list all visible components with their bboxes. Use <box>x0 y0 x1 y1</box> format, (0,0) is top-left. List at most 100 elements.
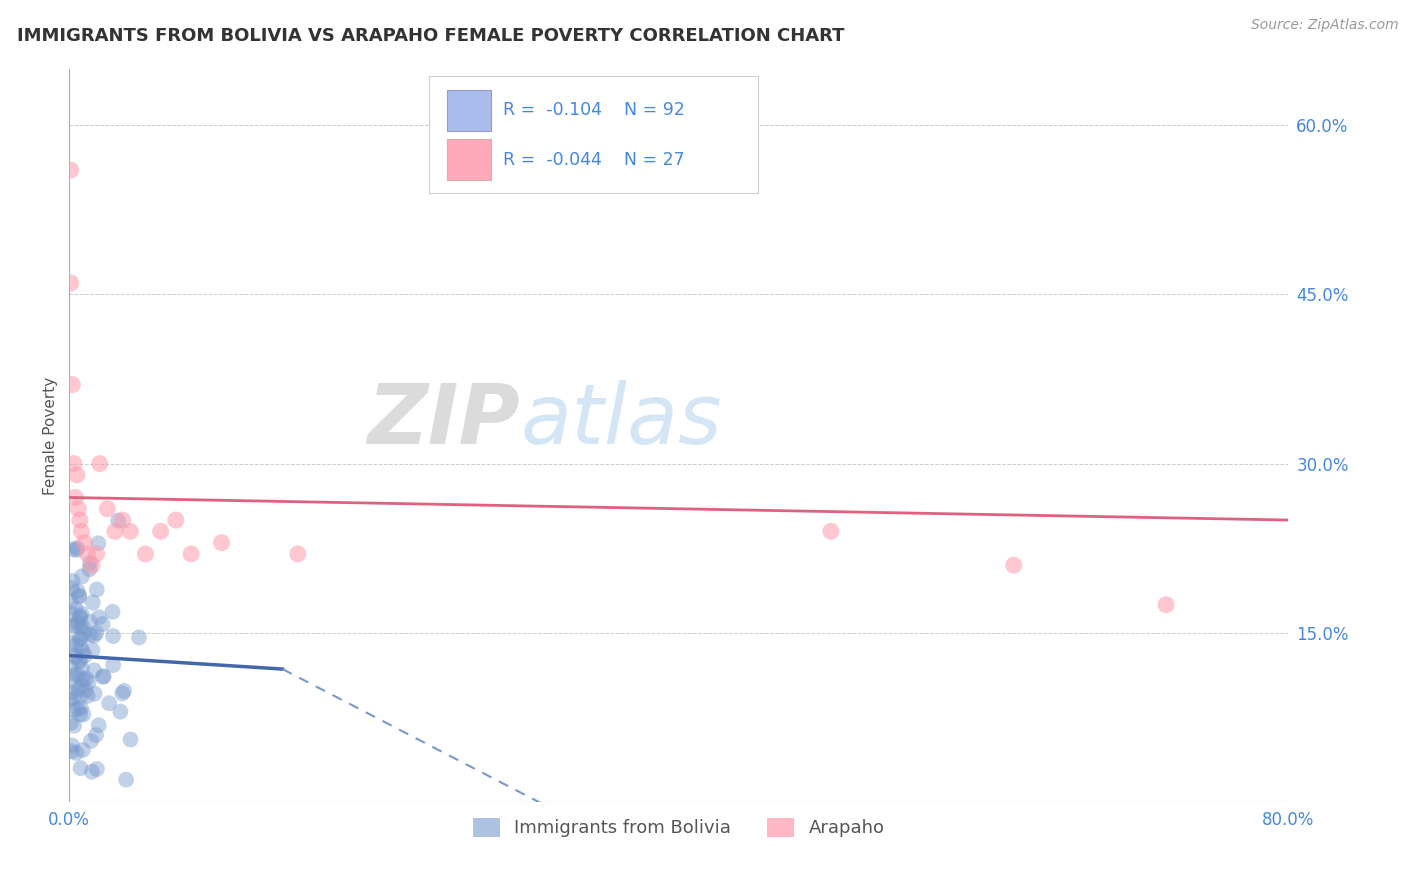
Arapaho <box>67 501 90 516</box>
Immigrants from Bolivia <box>69 707 91 722</box>
Arapaho <box>86 547 108 561</box>
Arapaho <box>149 524 172 539</box>
Immigrants from Bolivia <box>83 629 105 643</box>
Arapaho <box>69 513 91 527</box>
Immigrants from Bolivia <box>72 743 94 757</box>
Arapaho <box>1154 598 1177 612</box>
Immigrants from Bolivia <box>128 631 150 645</box>
Immigrants from Bolivia <box>63 719 86 733</box>
Immigrants from Bolivia <box>70 678 93 692</box>
Arapaho <box>180 547 202 561</box>
FancyBboxPatch shape <box>447 90 491 131</box>
Arapaho <box>134 547 156 561</box>
Immigrants from Bolivia <box>63 667 86 681</box>
Immigrants from Bolivia <box>79 562 101 576</box>
Immigrants from Bolivia <box>69 653 91 667</box>
Immigrants from Bolivia <box>69 690 91 704</box>
Text: atlas: atlas <box>520 380 721 461</box>
Immigrants from Bolivia <box>80 734 103 748</box>
Immigrants from Bolivia <box>60 581 83 595</box>
Immigrants from Bolivia <box>79 615 101 629</box>
Immigrants from Bolivia <box>120 732 142 747</box>
Arapaho <box>96 501 118 516</box>
Arapaho <box>80 558 103 573</box>
Immigrants from Bolivia <box>101 629 124 643</box>
Immigrants from Bolivia <box>67 590 90 604</box>
Immigrants from Bolivia <box>73 648 96 663</box>
Immigrants from Bolivia <box>75 672 97 686</box>
Immigrants from Bolivia <box>67 681 90 696</box>
Immigrants from Bolivia <box>66 583 89 598</box>
Immigrants from Bolivia <box>59 661 82 675</box>
Text: R =  -0.104    N = 92: R = -0.104 N = 92 <box>503 102 685 120</box>
Immigrants from Bolivia <box>62 618 84 632</box>
Immigrants from Bolivia <box>69 761 91 775</box>
Immigrants from Bolivia <box>67 632 90 646</box>
Immigrants from Bolivia <box>79 556 101 570</box>
Immigrants from Bolivia <box>60 744 83 758</box>
Immigrants from Bolivia <box>77 674 100 689</box>
Immigrants from Bolivia <box>65 602 87 616</box>
Immigrants from Bolivia <box>62 574 84 588</box>
Arapaho <box>59 163 82 178</box>
Immigrants from Bolivia <box>70 662 93 676</box>
Immigrants from Bolivia <box>62 690 84 705</box>
Immigrants from Bolivia <box>66 543 89 558</box>
Immigrants from Bolivia <box>69 620 91 634</box>
Immigrants from Bolivia <box>72 673 94 687</box>
Immigrants from Bolivia <box>83 687 105 701</box>
Immigrants from Bolivia <box>83 663 105 677</box>
Immigrants from Bolivia <box>73 627 96 641</box>
Immigrants from Bolivia <box>107 514 129 528</box>
Immigrants from Bolivia <box>101 605 124 619</box>
Immigrants from Bolivia <box>110 705 132 719</box>
Immigrants from Bolivia <box>63 703 86 717</box>
Immigrants from Bolivia <box>84 728 107 742</box>
Immigrants from Bolivia <box>112 684 135 698</box>
Immigrants from Bolivia <box>70 701 93 715</box>
Arapaho <box>211 535 233 549</box>
FancyBboxPatch shape <box>447 139 491 180</box>
Arapaho <box>59 276 82 290</box>
Arapaho <box>165 513 187 527</box>
Arapaho <box>73 535 96 549</box>
Immigrants from Bolivia <box>82 596 104 610</box>
Immigrants from Bolivia <box>65 746 87 760</box>
Immigrants from Bolivia <box>69 610 91 624</box>
Arapaho <box>104 524 127 539</box>
Arapaho <box>89 457 111 471</box>
Immigrants from Bolivia <box>65 638 87 652</box>
Immigrants from Bolivia <box>82 643 104 657</box>
Arapaho <box>65 491 87 505</box>
Arapaho <box>287 547 309 561</box>
Immigrants from Bolivia <box>70 631 93 645</box>
Immigrants from Bolivia <box>115 772 138 787</box>
Immigrants from Bolivia <box>93 669 115 683</box>
Text: IMMIGRANTS FROM BOLIVIA VS ARAPAHO FEMALE POVERTY CORRELATION CHART: IMMIGRANTS FROM BOLIVIA VS ARAPAHO FEMAL… <box>17 27 845 45</box>
Immigrants from Bolivia <box>59 607 82 621</box>
Legend: Immigrants from Bolivia, Arapaho: Immigrants from Bolivia, Arapaho <box>465 811 891 845</box>
Immigrants from Bolivia <box>60 739 83 753</box>
Immigrants from Bolivia <box>59 595 82 609</box>
Arapaho <box>111 513 134 527</box>
Immigrants from Bolivia <box>63 675 86 690</box>
Arapaho <box>820 524 842 539</box>
Immigrants from Bolivia <box>111 686 134 700</box>
Immigrants from Bolivia <box>87 610 110 624</box>
Immigrants from Bolivia <box>72 707 94 722</box>
Immigrants from Bolivia <box>62 542 84 557</box>
Immigrants from Bolivia <box>70 607 93 621</box>
Immigrants from Bolivia <box>75 683 97 698</box>
Arapaho <box>1002 558 1025 573</box>
Immigrants from Bolivia <box>79 628 101 642</box>
Immigrants from Bolivia <box>65 618 87 632</box>
Immigrants from Bolivia <box>98 696 121 710</box>
Text: ZIP: ZIP <box>367 380 520 461</box>
Arapaho <box>70 524 93 539</box>
Text: Source: ZipAtlas.com: Source: ZipAtlas.com <box>1251 18 1399 32</box>
Immigrants from Bolivia <box>66 667 89 681</box>
Immigrants from Bolivia <box>72 620 94 634</box>
Immigrants from Bolivia <box>66 702 89 716</box>
Arapaho <box>66 467 89 482</box>
Immigrants from Bolivia <box>65 648 87 663</box>
